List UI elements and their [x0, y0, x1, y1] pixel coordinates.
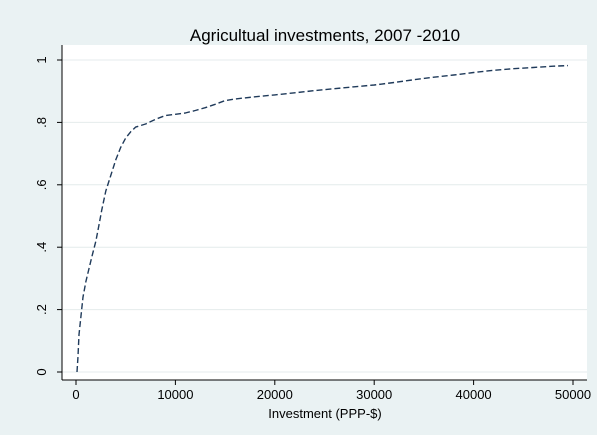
- x-tick-label: 50000: [555, 387, 591, 402]
- y-tick-label: .6: [34, 179, 49, 190]
- y-tick-label: .2: [34, 304, 49, 315]
- series-line: [76, 64, 569, 373]
- x-tick-label: 10000: [157, 387, 193, 402]
- y-tick-label: .4: [34, 242, 49, 253]
- plot-area: [62, 45, 587, 380]
- y-tick-label: .8: [34, 117, 49, 128]
- x-tick-label: 20000: [257, 387, 293, 402]
- axes: 0 .2 .4 .6 .8 1 0 10000 20000 30000 40000 50000: [34, 45, 591, 402]
- grid-lines: [62, 59, 587, 373]
- x-axis-title: Investment (PPP-$): [268, 406, 381, 421]
- series-lines: [76, 64, 569, 373]
- y-tick-label: 1: [34, 56, 49, 63]
- x-tick-label: 0: [72, 387, 79, 402]
- chart-title: Agricultual investments, 2007 -2010: [190, 26, 460, 45]
- x-tick-label: 30000: [356, 387, 392, 402]
- y-tick-label: 0: [34, 368, 49, 375]
- x-tick-label: 40000: [456, 387, 492, 402]
